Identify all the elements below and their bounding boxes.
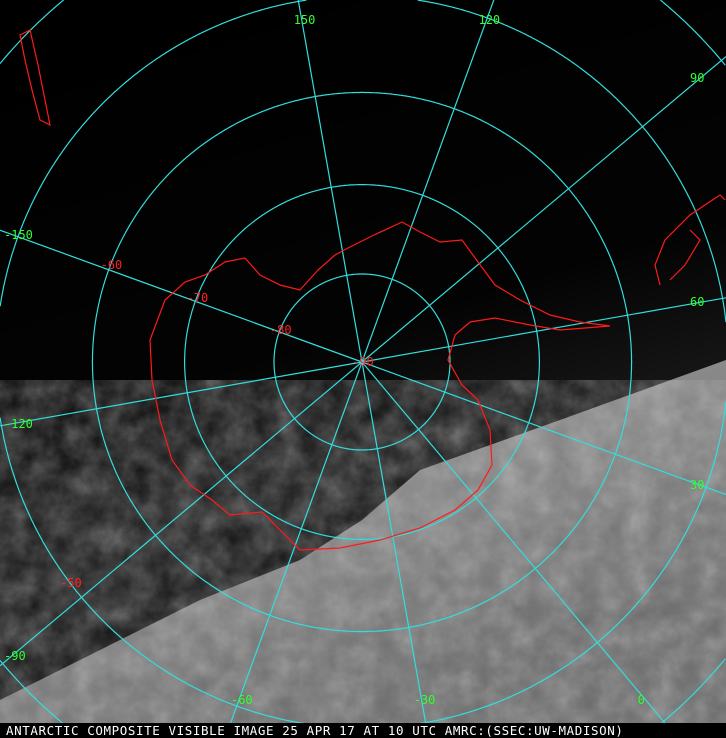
meridian-line xyxy=(361,56,726,363)
latitude-circle xyxy=(91,91,633,633)
longitude-label: 120 xyxy=(478,13,501,27)
antarctica-coastline xyxy=(149,221,611,551)
south-america-coastline xyxy=(654,194,726,286)
meridian-line xyxy=(297,0,363,363)
image-caption: ANTARCTIC COMPOSITE VISIBLE IMAGE 25 APR… xyxy=(0,723,726,738)
new-zealand-coastline xyxy=(19,29,51,127)
meridian-line xyxy=(361,297,726,363)
meridian-line xyxy=(361,361,678,738)
latitude-label: -80 xyxy=(269,323,292,338)
latitude-label: -60 xyxy=(100,257,123,272)
meridian-line xyxy=(361,0,495,363)
meridian-line xyxy=(0,229,363,363)
latitude-circle xyxy=(184,184,540,540)
longitude-label: 60 xyxy=(690,295,705,310)
latitude-label: -70 xyxy=(186,291,209,305)
latitude-label: -50 xyxy=(60,576,82,591)
longitude-label: -90 xyxy=(4,648,26,663)
longitude-label: -150 xyxy=(4,227,33,242)
meridian-line xyxy=(361,361,726,496)
longitude-label: -120 xyxy=(4,416,33,431)
longitude-label: 0 xyxy=(637,693,645,707)
meridian-line xyxy=(0,361,363,427)
meridian-line xyxy=(361,361,429,738)
latitude-label: -90 xyxy=(352,355,374,369)
longitude-label: -60 xyxy=(230,693,253,707)
longitude-label: -30 xyxy=(413,693,436,707)
cloud-texture xyxy=(0,380,726,738)
meridian-line xyxy=(224,361,363,738)
longitude-label: 150 xyxy=(293,13,316,27)
meridian-line xyxy=(0,361,363,667)
longitude-label: 90 xyxy=(690,71,705,86)
latitude-circle xyxy=(273,273,451,451)
longitude-label: 30 xyxy=(690,478,705,493)
